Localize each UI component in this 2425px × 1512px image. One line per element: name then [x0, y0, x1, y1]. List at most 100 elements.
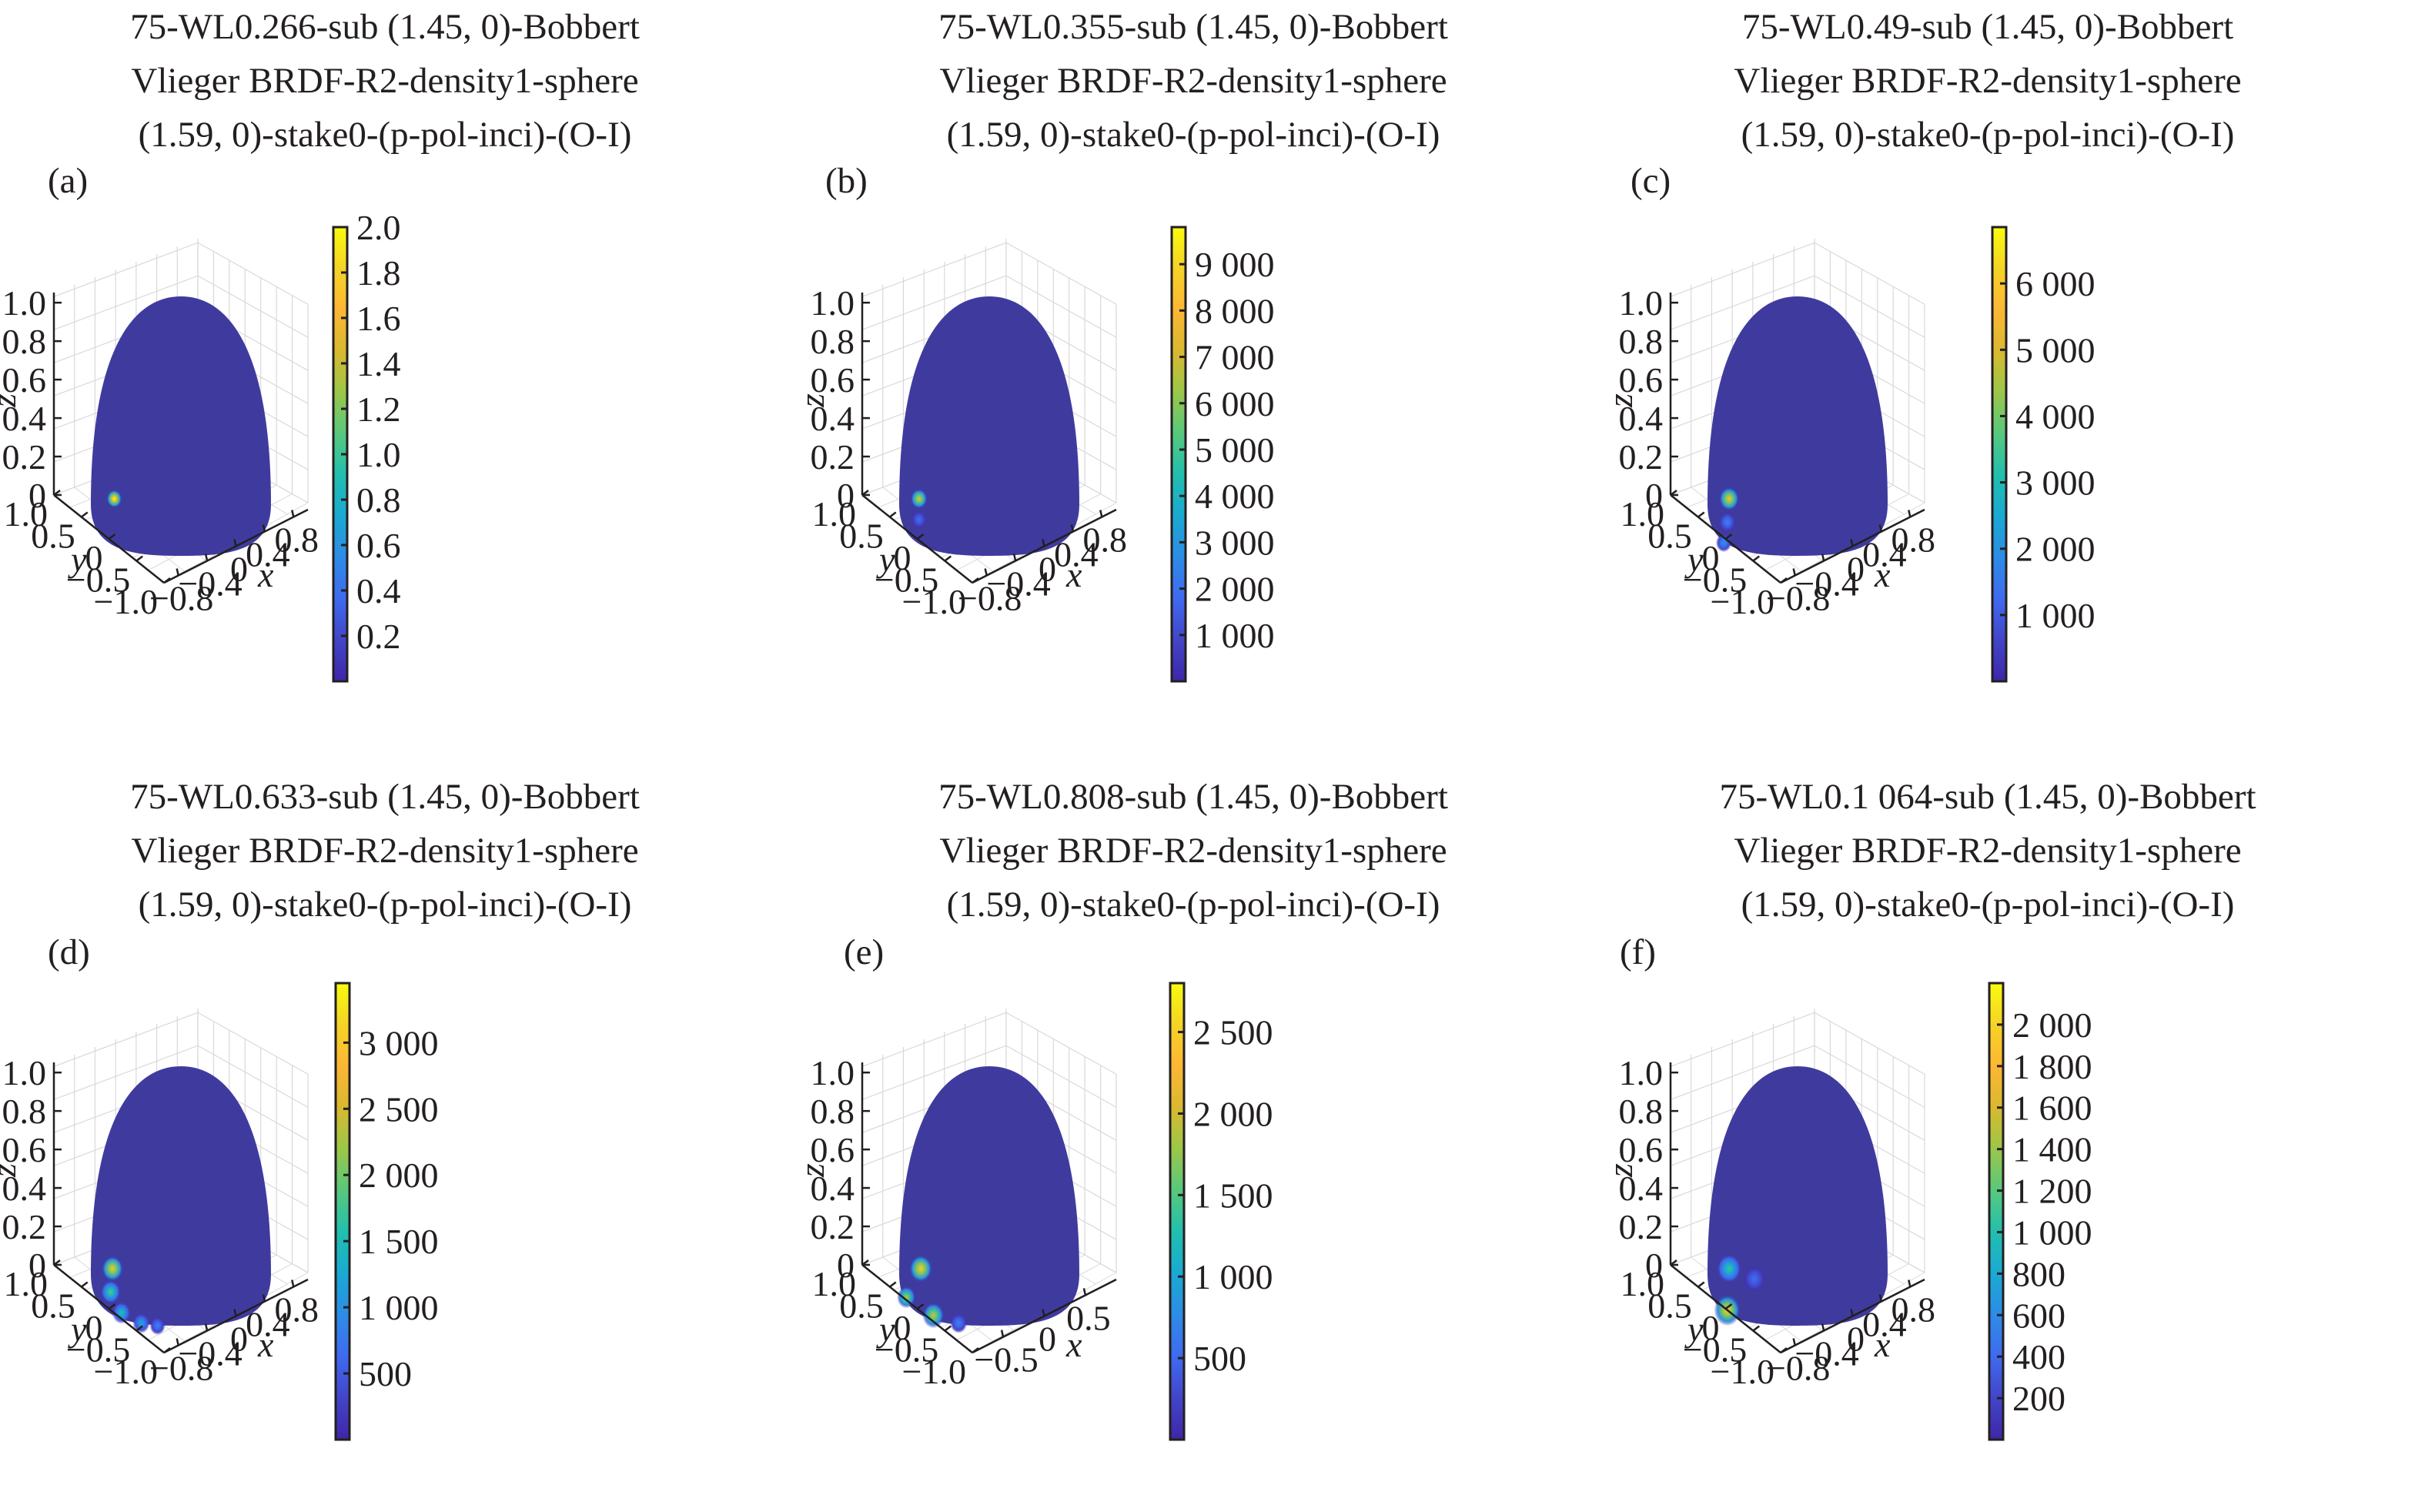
axes [861, 293, 1117, 584]
y-tick-label: 0.5 [31, 517, 75, 556]
x-tick-label: 0.4 [246, 535, 290, 574]
y-axis-label: y [68, 1310, 87, 1349]
axes [52, 293, 309, 584]
y-tick-label: −0.5 [875, 1330, 938, 1370]
x-tick-label: −0.8 [1766, 1349, 1830, 1388]
y-tick-label: −1.0 [1711, 582, 1774, 621]
hemisphere-surface [1708, 296, 1888, 556]
colorbar-gradient [1170, 226, 1187, 683]
x-axis-label: x [1065, 555, 1082, 594]
x-tick-label: 0.4 [1862, 535, 1907, 574]
colorbar-tick-label: 9 000 [1195, 245, 1275, 284]
colorbar-tick-label: 6 000 [2015, 264, 2096, 303]
y-axis-label: y [1684, 540, 1704, 579]
colorbar-tick-label: 2 500 [359, 1089, 439, 1129]
x-tick-label: 0.8 [1892, 1290, 1936, 1330]
colorbar-tick-label: 0.4 [356, 571, 401, 610]
x-tick-label: 0.4 [1862, 1305, 1907, 1344]
x-tick-label: −0.8 [149, 1349, 213, 1388]
colorbar-tick-label: 1 500 [1193, 1176, 1273, 1215]
z-tick-label: 0.4 [1619, 1169, 1664, 1208]
hemisphere-surface [899, 1066, 1079, 1326]
z-tick-label: 0.6 [811, 1130, 855, 1169]
x-tick-label: −0.4 [178, 564, 242, 604]
subplot-title: 75-WL0.633-sub (1.45, 0)-Bobbert Vlieger … [0, 770, 770, 932]
y-tick-label: 0.5 [839, 1286, 884, 1326]
axes [861, 1062, 1117, 1354]
colorbar-tick-label: 800 [2012, 1254, 2065, 1293]
colorbar-gradient [334, 982, 351, 1441]
y-tick-label: 0 [1702, 538, 1720, 577]
y-tick-label: −1.0 [902, 1352, 966, 1391]
title-line: 75-WL0.808-sub (1.45, 0)-Bobbert [938, 777, 1448, 817]
title-line: 75-WL0.355-sub (1.45, 0)-Bobbert [938, 7, 1448, 47]
y-tick-label: 1.0 [4, 1264, 48, 1303]
colorbar-tick-label: 1.6 [356, 299, 401, 338]
y-tick-label: −0.5 [1683, 560, 1747, 600]
z-tick-label: 0.4 [1619, 399, 1664, 438]
plot-area: 00.20.40.60.81.01.00.50−0.5−1.0−0.8−0.40… [792, 226, 1275, 683]
z-tick-label: 0.4 [811, 399, 855, 438]
colorbar-tick-label: 8 000 [1195, 291, 1275, 330]
colorbar-tick-label: 1.8 [356, 253, 401, 293]
y-tick-label: −0.5 [1683, 1330, 1747, 1370]
axes [52, 1062, 309, 1354]
title-line: Vlieger BRDF-R2-density1-sphere [939, 61, 1447, 101]
axes [1669, 293, 1925, 584]
x-tick-label: −0.4 [1794, 1334, 1858, 1373]
title-line: (1.59, 0)-stake0-(p-pol-inci)-(O-I) [1741, 115, 2235, 155]
y-tick-label: 0.5 [839, 517, 884, 556]
x-tick-label: 0 [230, 1320, 248, 1359]
colorbar-tick-label: 600 [2012, 1296, 2065, 1335]
x-tick-label: −0.4 [986, 564, 1050, 604]
z-tick-label: 0.6 [2, 360, 47, 400]
subplot-title: 75-WL0.808-sub (1.45, 0)-Bobbert Vlieger … [808, 770, 1578, 932]
z-tick-label: 0.2 [2, 1207, 47, 1246]
y-tick-label: 0 [85, 1308, 103, 1347]
z-tick-label: 0.8 [811, 322, 855, 361]
colorbar-tick-label: 2 000 [1193, 1094, 1273, 1133]
z-tick-label: 0.2 [2, 437, 47, 477]
colorbar-tick-label: 0.6 [356, 526, 401, 565]
colorbar-tick-label: 3 000 [1195, 523, 1275, 562]
z-tick-label: 0.6 [1619, 360, 1664, 400]
plot-area: 00.20.40.60.81.01.00.50−0.5−1.0−0.8−0.40… [0, 208, 401, 683]
y-tick-label: 0 [894, 1308, 911, 1347]
hemisphere-surface [91, 1066, 271, 1326]
colorbar-tick-label: 2 000 [359, 1156, 439, 1195]
colorbar-tick-label: 7 000 [1195, 338, 1275, 377]
z-axis-label: z [1600, 393, 1640, 408]
colorbar [1170, 226, 1187, 683]
colorbar-tick-label: 0.2 [356, 617, 401, 656]
y-tick-label: −1.0 [94, 582, 158, 621]
z-axis-label: z [0, 393, 23, 408]
x-tick-label: −0.4 [178, 1334, 242, 1373]
hemisphere-surface [91, 296, 271, 556]
colorbar-tick-label: 3 000 [2015, 463, 2096, 503]
z-tick-label: 0.2 [1619, 437, 1664, 477]
hotspot [1718, 511, 1736, 533]
subplot-title: 75-WL0.355-sub (1.45, 0)-Bobbert Vlieger … [808, 0, 1578, 162]
y-tick-label: 0 [85, 538, 103, 577]
plot-area: 00.20.40.60.81.01.00.50−0.5−1.0−0.8−0.40… [1600, 982, 2092, 1441]
title-line: Vlieger BRDF-R2-density1-sphere [939, 831, 1447, 871]
subplot-title: 75-WL0.1 064-sub (1.45, 0)-Bobbert Vliege… [1603, 770, 2373, 932]
title-line: 75-WL0.1 064-sub (1.45, 0)-Bobbert [1719, 777, 2256, 817]
subplot-f: 75-WL0.1 064-sub (1.45, 0)-Bobbert Vliege… [1600, 761, 2425, 1512]
z-tick-label: 0.6 [1619, 1130, 1664, 1169]
colorbar-tick-label: 2.0 [356, 208, 401, 247]
colorbar-tick-label: 5 000 [2015, 330, 2096, 370]
x-tick-label: 0.8 [1083, 520, 1128, 560]
colorbar-tick-label: 400 [2012, 1337, 2065, 1377]
plot-area: 00.20.40.60.81.01.00.50−0.5−1.0−0.8−0.40… [0, 982, 439, 1441]
colorbar-tick-label: 1 000 [2015, 596, 2096, 635]
y-tick-label: 0.5 [31, 1286, 75, 1326]
hotspot [100, 1280, 122, 1304]
x-tick-label: 0 [230, 550, 248, 589]
panel-label: (b) [825, 161, 868, 201]
hotspot [1718, 487, 1740, 511]
colorbar-tick-label: 6 000 [1195, 384, 1275, 423]
title-line: Vlieger BRDF-R2-density1-sphere [1734, 61, 2242, 101]
z-axis-label: z [792, 1163, 831, 1178]
z-tick-label: 0.2 [1619, 1207, 1664, 1246]
